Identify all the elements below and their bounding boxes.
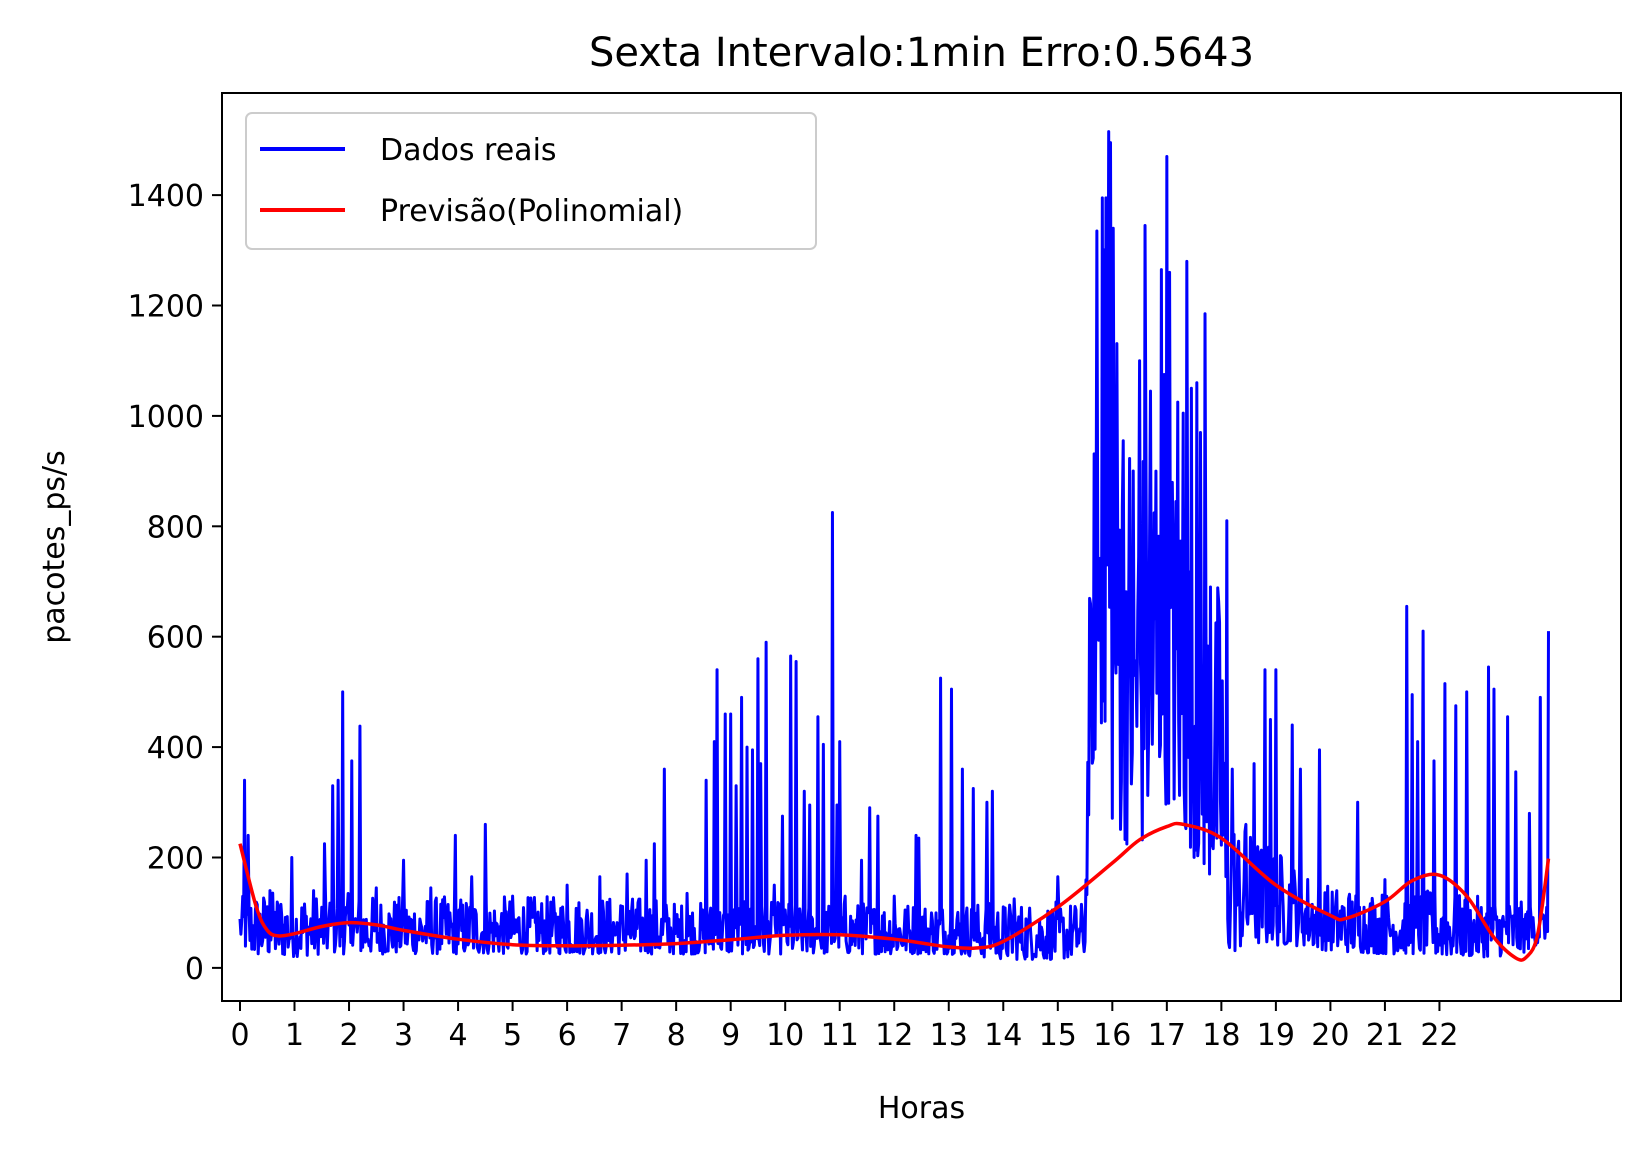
x-tick-label: 15 — [1039, 1018, 1077, 1053]
x-tick-label: 20 — [1311, 1018, 1349, 1053]
x-tick-label: 10 — [766, 1018, 804, 1053]
x-tick-label: 13 — [930, 1018, 968, 1053]
x-tick-label: 3 — [394, 1018, 413, 1053]
y-tick-label: 1000 — [128, 400, 204, 435]
y-tick-label: 200 — [147, 841, 204, 876]
y-tick-label: 1200 — [128, 290, 204, 325]
legend-label-previsao: Previsão(Polinomial) — [380, 194, 683, 229]
y-axis: 0 200 400 600 800 1000 1200 1400 — [128, 179, 222, 987]
y-tick-label: 1400 — [128, 179, 204, 214]
x-tick-label: 12 — [875, 1018, 913, 1053]
x-axis: 0 1 2 3 4 5 6 7 8 9 10 11 12 13 14 15 16 17 18 19 20 21 22 — [230, 1001, 1459, 1053]
x-tick-label: 17 — [1148, 1018, 1186, 1053]
y-tick-label: 800 — [147, 510, 204, 545]
series-line-dados-reais — [238, 130, 1550, 961]
x-tick-label: 16 — [1093, 1018, 1131, 1053]
x-tick-label: 14 — [984, 1018, 1022, 1053]
x-axis-label: Horas — [878, 1091, 965, 1126]
y-tick-label: 0 — [185, 952, 204, 987]
y-tick-label: 600 — [147, 621, 204, 656]
series-layer — [238, 130, 1551, 962]
x-tick-label: 1 — [285, 1018, 304, 1053]
x-tick-label: 19 — [1257, 1018, 1295, 1053]
axes-frame — [221, 92, 1622, 1002]
y-tick-label: 400 — [147, 731, 204, 766]
legend: Dados reais Previsão(Polinomial) — [245, 112, 817, 250]
x-tick-label: 5 — [503, 1018, 522, 1053]
x-tick-label: 7 — [612, 1018, 631, 1053]
x-tick-label: 8 — [667, 1018, 686, 1053]
x-tick-label: 21 — [1366, 1018, 1404, 1053]
x-tick-label: 11 — [821, 1018, 859, 1053]
legend-label-dados-reais: Dados reais — [380, 133, 557, 168]
x-tick-label: 4 — [449, 1018, 468, 1053]
x-tick-label: 0 — [230, 1018, 249, 1053]
x-tick-label: 6 — [558, 1018, 577, 1053]
x-tick-label: 18 — [1202, 1018, 1240, 1053]
series-line-previsao-polinomial — [238, 821, 1551, 962]
x-tick-label: 2 — [339, 1018, 358, 1053]
x-tick-label: 9 — [721, 1018, 740, 1053]
legend-box — [245, 112, 817, 250]
chart-title: Sexta Intervalo:1min Erro:0.5643 — [589, 30, 1254, 76]
y-axis-label: pacotes_ps/s — [37, 450, 72, 644]
x-tick-label: 22 — [1420, 1018, 1458, 1053]
